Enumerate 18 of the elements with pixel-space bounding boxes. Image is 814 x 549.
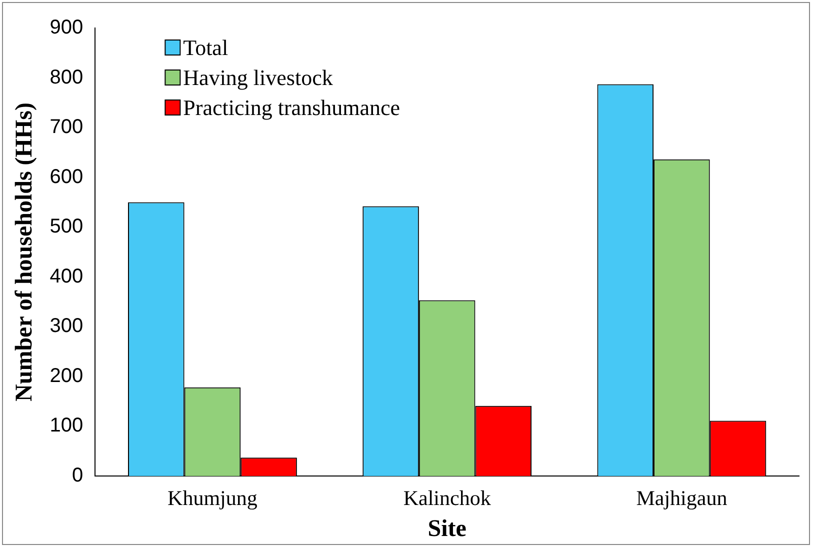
legend-label: Practicing transhumance — [183, 94, 400, 120]
y-tick-label: 200 — [50, 364, 84, 387]
legend-label: Having livestock — [183, 64, 333, 90]
y-tick-label: 0 — [72, 464, 84, 487]
y-tick-label: 800 — [50, 66, 84, 88]
y-tick-label: 900 — [50, 16, 84, 39]
x-tick-label: Kalinchok — [403, 486, 492, 510]
legend-label: Total — [183, 34, 228, 60]
y-axis-title: Number of households (HHs) — [12, 102, 38, 402]
x-tick-label: Khumjung — [168, 486, 258, 510]
y-tick-label: 300 — [50, 315, 84, 338]
y-tick-label: 500 — [50, 216, 84, 238]
x-axis-title: Site — [428, 516, 467, 542]
x-tick-label: Majhigaun — [636, 486, 728, 510]
y-tick-label: 100 — [50, 414, 84, 437]
y-tick-label: 600 — [50, 166, 84, 188]
y-tick-label: 400 — [50, 265, 84, 288]
y-tick-label: 700 — [50, 116, 84, 138]
